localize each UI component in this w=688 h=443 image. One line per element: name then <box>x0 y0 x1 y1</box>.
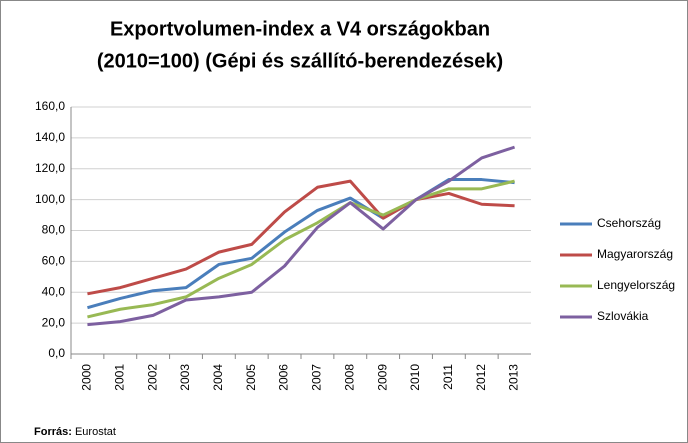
x-tick-label: 2000 <box>80 364 94 391</box>
x-tick-label: 2001 <box>112 364 126 391</box>
series-line <box>87 179 515 296</box>
source-text: Eurostat <box>75 426 116 438</box>
y-tick-label: 140,0 <box>35 130 65 144</box>
x-tick-label: 2006 <box>277 364 291 391</box>
y-tick-label: 80,0 <box>42 223 66 237</box>
legend-label: Szlovákia <box>597 309 649 323</box>
y-tick-label: 120,0 <box>35 161 65 175</box>
y-tick-label: 0,0 <box>48 346 65 360</box>
x-tick-label: 2007 <box>310 364 324 391</box>
legend-label: Lengyelország <box>597 278 675 292</box>
y-tick-label: 60,0 <box>42 254 66 268</box>
chart-title: Exportvolumen-index a V4 országokban <box>110 18 490 40</box>
y-tick-label: 100,0 <box>35 192 65 206</box>
x-tick-label: 2011 <box>441 364 455 390</box>
x-tick-label: 2012 <box>474 364 488 391</box>
x-tick-label: 2010 <box>408 364 422 391</box>
x-tick-label: 2009 <box>375 364 389 391</box>
x-tick-label: 2003 <box>178 364 192 391</box>
x-tick-label: 2005 <box>244 364 258 391</box>
y-tick-label: 40,0 <box>42 284 66 298</box>
legend-label: Csehország <box>597 216 661 230</box>
chart-subtitle: (2010=100) (Gépi és szállító-berendezése… <box>97 50 503 72</box>
series-line <box>87 179 515 319</box>
series-line <box>87 145 516 327</box>
x-tick-label: 2002 <box>145 364 159 391</box>
y-tick-label: 160,0 <box>35 99 65 113</box>
source-label: Forrás: <box>34 426 72 438</box>
source: Forrás: Eurostat <box>34 426 116 438</box>
x-tick-label: 2013 <box>507 364 521 391</box>
legend-label: Magyarország <box>597 247 673 261</box>
y-tick-label: 20,0 <box>42 315 66 329</box>
x-tick-label: 2008 <box>342 364 356 391</box>
x-tick-label: 2004 <box>211 364 225 391</box>
